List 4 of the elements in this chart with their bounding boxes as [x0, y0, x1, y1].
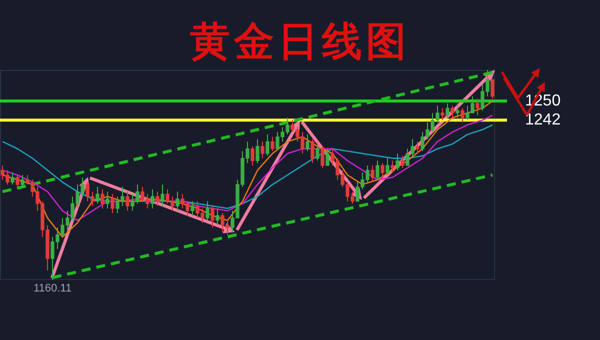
y-tick-label: 1242	[525, 112, 561, 129]
text: 1160.11	[33, 282, 72, 295]
chart-title: 黄金日线图	[189, 18, 411, 66]
candlestick	[456, 102, 460, 118]
